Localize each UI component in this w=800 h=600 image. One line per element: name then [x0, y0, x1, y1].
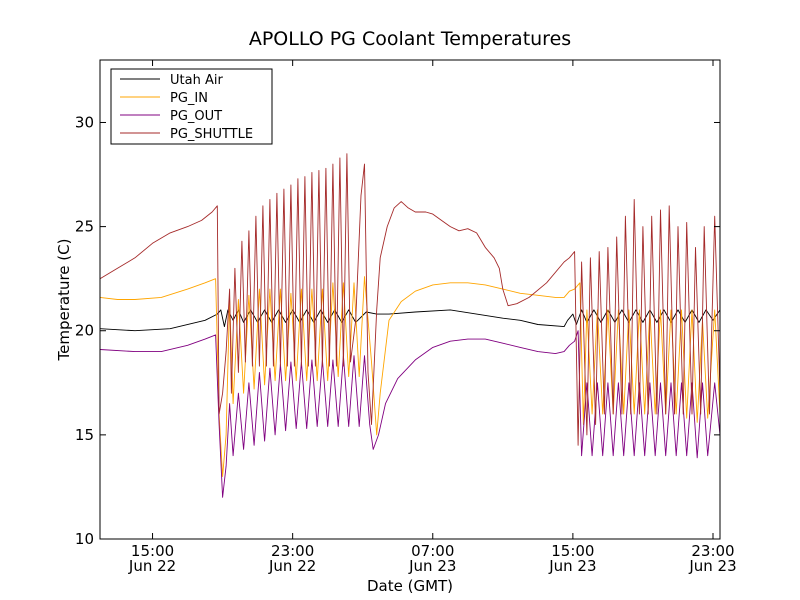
x-axis-label: Date (GMT): [367, 577, 453, 595]
legend: Utah Air PG_IN PG_OUT PG_SHUTTLE: [110, 68, 273, 145]
x-tick-time-label: 23:00: [691, 542, 734, 560]
y-tick-label: 20: [75, 322, 94, 340]
y-tick-label: 15: [75, 426, 94, 444]
x-tick-date-label: Jun 22: [128, 557, 176, 575]
x-tick-time-label: 15:00: [131, 542, 174, 560]
y-axis-label: Temperature (C): [55, 239, 73, 362]
legend-label-pg-in: PG_IN: [170, 91, 208, 106]
y-axis-ticks: 10 15 20 25 30: [75, 113, 720, 548]
y-tick-label: 30: [75, 113, 94, 131]
y-tick-label: 25: [75, 218, 94, 236]
legend-label-utah-air: Utah Air: [170, 73, 223, 88]
legend-label-pg-shuttle: PG_SHUTTLE: [170, 127, 253, 142]
x-tick-date-label: Jun 23: [688, 557, 736, 575]
legend-box: [110, 68, 273, 145]
series-layer: [99, 153, 721, 498]
plot-frame: [99, 59, 721, 540]
x-tick-time-label: 15:00: [551, 542, 594, 560]
chart-title: APOLLO PG Coolant Temperatures: [249, 28, 571, 50]
series-line-pg-shuttle: [99, 153, 721, 446]
x-tick-date-label: Jun 22: [268, 557, 316, 575]
y-tick-label: 10: [75, 530, 94, 548]
legend-label-pg-out: PG_OUT: [170, 109, 222, 124]
x-tick-date-label: Jun 23: [408, 557, 456, 575]
x-tick-date-label: Jun 23: [548, 557, 596, 575]
x-tick-time-label: 23:00: [271, 542, 314, 560]
x-tick-time-label: 07:00: [411, 542, 454, 560]
